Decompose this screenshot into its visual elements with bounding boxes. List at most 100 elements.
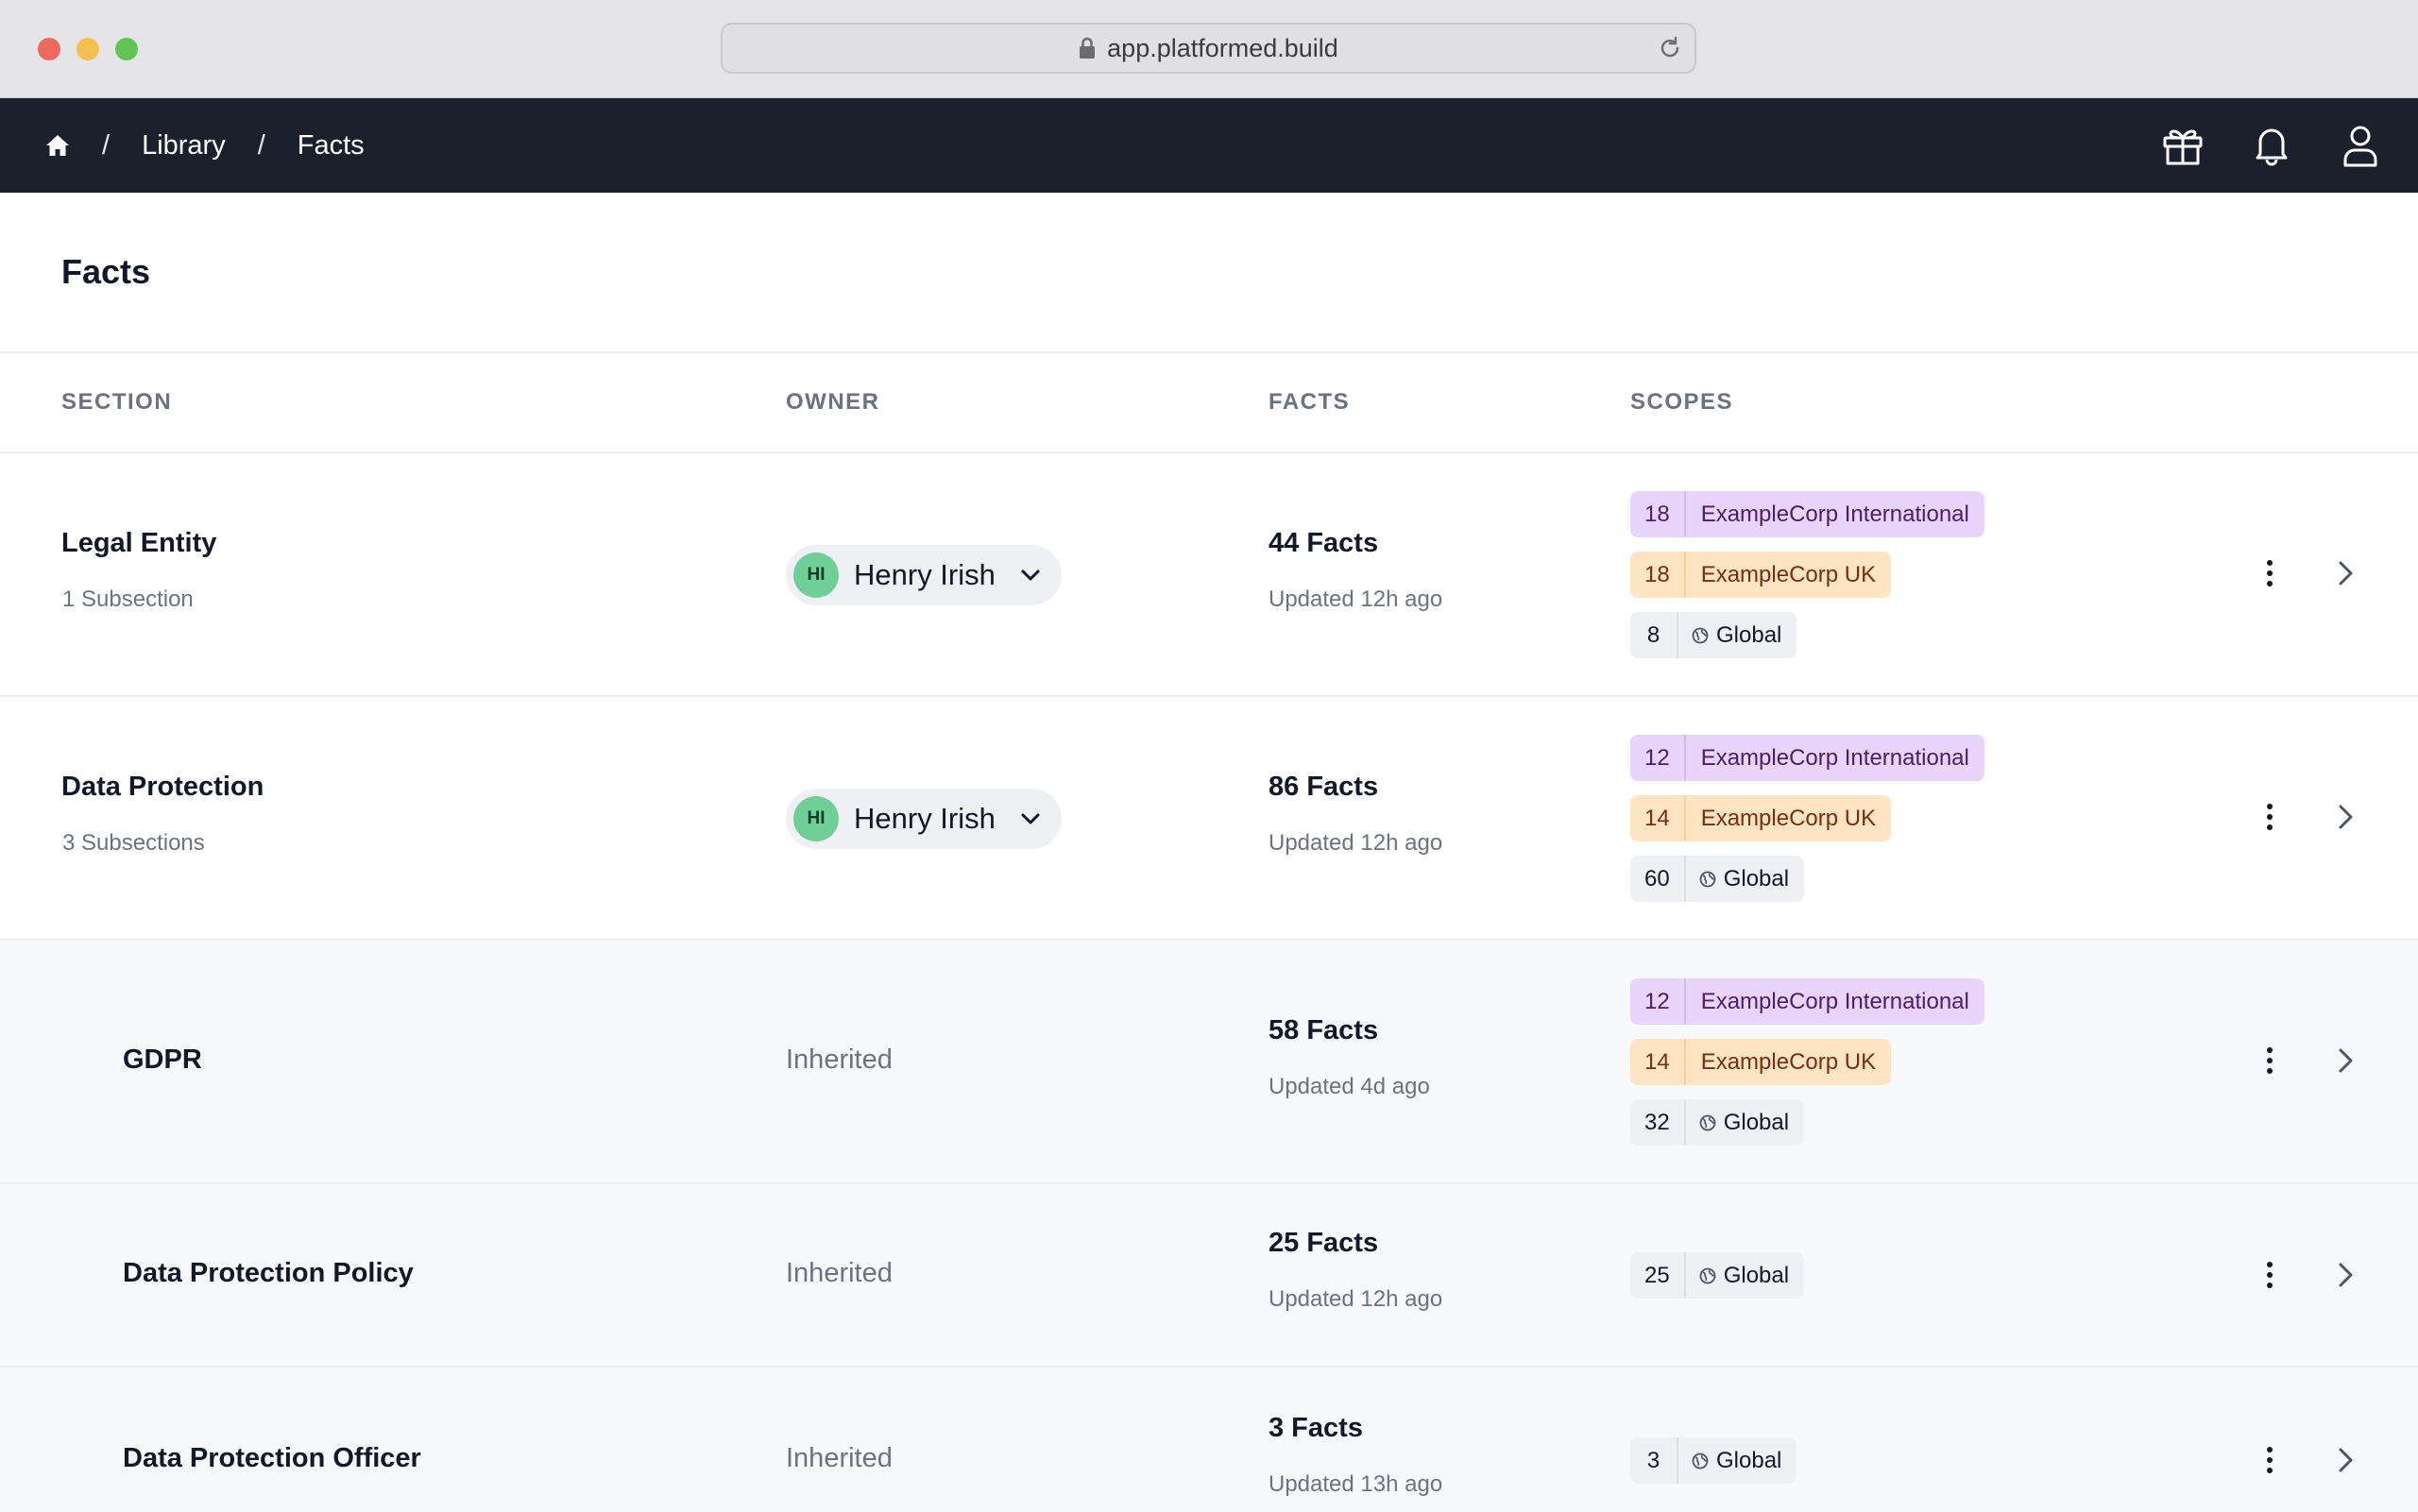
minimize-window-button[interactable] [77, 38, 99, 60]
section-subtitle: 1 Subsection [62, 586, 194, 612]
globe-icon [1699, 1114, 1716, 1131]
more-vertical-icon[interactable] [2257, 1045, 2282, 1076]
breadcrumb-separator: / [257, 129, 265, 161]
facts-count: 44 Facts [1269, 528, 1379, 558]
section-name: Data Protection Policy [123, 1258, 414, 1288]
top-nav: / Library / Facts [0, 98, 2418, 193]
owner-name: Henry Irish [854, 802, 996, 835]
scope-count: 12 [1630, 735, 1686, 781]
scope-label: ExampleCorp International [1700, 501, 1969, 527]
breadcrumb-library[interactable]: Library [142, 129, 226, 161]
column-header-owner: OWNER [786, 389, 880, 415]
bell-icon[interactable] [2250, 123, 2293, 168]
owner-inherited: Inherited [786, 1258, 893, 1288]
scope-badge[interactable]: 18 ExampleCorp UK [1630, 552, 1892, 598]
scope-count: 18 [1630, 552, 1686, 598]
user-icon[interactable] [2339, 123, 2382, 168]
scope-count: 3 [1630, 1437, 1678, 1484]
scope-badges: 18 ExampleCorp International 18 ExampleCor… [1630, 491, 1984, 658]
breadcrumb-separator: / [102, 129, 111, 161]
section-name: Data Protection [61, 772, 264, 802]
chevron-right-icon[interactable] [2333, 1260, 2358, 1290]
scope-count: 25 [1630, 1252, 1686, 1299]
globe-icon [1692, 627, 1709, 644]
chevron-right-icon[interactable] [2333, 1045, 2358, 1076]
reload-icon[interactable] [1657, 35, 1683, 61]
more-vertical-icon[interactable] [2257, 558, 2282, 588]
scope-badges: 12 ExampleCorp International 14 ExampleCor… [1630, 735, 1984, 902]
scope-badge[interactable]: 14 ExampleCorp UK [1630, 795, 1892, 841]
more-vertical-icon[interactable] [2257, 802, 2282, 832]
avatar: HI [793, 796, 839, 841]
scope-badge[interactable]: 32 Global [1630, 1099, 1805, 1146]
scope-badges: 25 Global [1630, 1252, 1805, 1299]
column-header-section: SECTION [61, 389, 173, 415]
owner-inherited: Inherited [786, 1045, 893, 1075]
globe-icon [1692, 1453, 1709, 1470]
maximize-window-button[interactable] [115, 38, 138, 60]
facts-updated: Updated 13h ago [1269, 1471, 1443, 1497]
scope-badge[interactable]: 12 ExampleCorp International [1630, 978, 1984, 1025]
owner-select[interactable]: HI Henry Irish [786, 545, 1062, 605]
scope-count: 8 [1630, 612, 1678, 658]
nav-actions [2161, 123, 2382, 168]
scope-label: Global [1723, 1109, 1790, 1135]
page-title: Facts [61, 252, 151, 291]
section-name: GDPR [123, 1045, 202, 1075]
facts-count: 58 Facts [1269, 1015, 1379, 1045]
facts-count: 3 Facts [1269, 1413, 1363, 1443]
address-bar[interactable]: app.platformed.build [721, 23, 1696, 74]
avatar: HI [793, 552, 839, 598]
scope-count: 14 [1630, 1039, 1686, 1085]
section-subtitle: 3 Subsections [62, 830, 205, 856]
scope-count: 14 [1630, 795, 1686, 841]
section-name: Data Protection Officer [123, 1443, 421, 1473]
chevron-down-icon [1020, 569, 1041, 582]
url-text: app.platformed.build [1107, 33, 1338, 62]
facts-updated: Updated 12h ago [1269, 586, 1443, 612]
scope-count: 32 [1630, 1099, 1686, 1146]
scope-badge[interactable]: 3 Global [1630, 1437, 1797, 1484]
scope-badge[interactable]: 25 Global [1630, 1252, 1805, 1299]
page-header: Facts [0, 193, 2418, 353]
globe-icon [1699, 1267, 1716, 1284]
section-name: Legal Entity [61, 528, 217, 558]
scope-label: ExampleCorp UK [1700, 561, 1877, 587]
scope-count: 18 [1630, 491, 1686, 537]
owner-select[interactable]: HI Henry Irish [786, 789, 1062, 849]
scope-label: ExampleCorp UK [1700, 805, 1877, 831]
scope-badge[interactable]: 12 ExampleCorp International [1630, 735, 1984, 781]
scope-badges: 3 Global [1630, 1437, 1797, 1484]
scope-count: 60 [1630, 856, 1686, 902]
table-row[interactable]: GDPR Inherited 58 Facts Updated 4d ago 1… [0, 941, 2418, 1184]
scope-badge[interactable]: 14 ExampleCorp UK [1630, 1039, 1892, 1085]
scope-label: Global [1723, 1262, 1790, 1288]
table-row[interactable]: Data Protection Policy Inherited 25 Fact… [0, 1184, 2418, 1368]
chevron-right-icon[interactable] [2333, 802, 2358, 832]
home-icon[interactable] [45, 134, 70, 157]
facts-updated: Updated 12h ago [1269, 1286, 1443, 1312]
scope-badges: 12 ExampleCorp International 14 ExampleCor… [1630, 978, 1984, 1146]
chevron-down-icon [1020, 812, 1041, 825]
scope-label: ExampleCorp International [1700, 988, 1969, 1014]
scope-label: ExampleCorp UK [1700, 1048, 1877, 1075]
chevron-right-icon[interactable] [2333, 1445, 2358, 1475]
scope-badge[interactable]: 60 Global [1630, 856, 1805, 902]
scope-badge[interactable]: 8 Global [1630, 612, 1797, 658]
globe-icon [1699, 871, 1716, 888]
breadcrumb-facts: Facts [297, 129, 365, 161]
gift-icon[interactable] [2161, 123, 2205, 168]
scope-badge[interactable]: 18 ExampleCorp International [1630, 491, 1984, 537]
chevron-right-icon[interactable] [2333, 558, 2358, 588]
facts-count: 86 Facts [1269, 772, 1379, 802]
table-row[interactable]: Data Protection 3 Subsections HI Henry I… [0, 697, 2418, 941]
browser-chrome: app.platformed.build [0, 0, 2418, 98]
table-row[interactable]: Legal Entity 1 Subsection HI Henry Irish… [0, 453, 2418, 697]
more-vertical-icon[interactable] [2257, 1445, 2282, 1475]
breadcrumb: / Library / Facts [45, 130, 365, 161]
more-vertical-icon[interactable] [2257, 1260, 2282, 1290]
table-row[interactable]: Data Protection Officer Inherited 3 Fact… [0, 1368, 2418, 1512]
scope-label: Global [1716, 621, 1782, 648]
window-controls [38, 38, 138, 60]
close-window-button[interactable] [38, 38, 60, 60]
